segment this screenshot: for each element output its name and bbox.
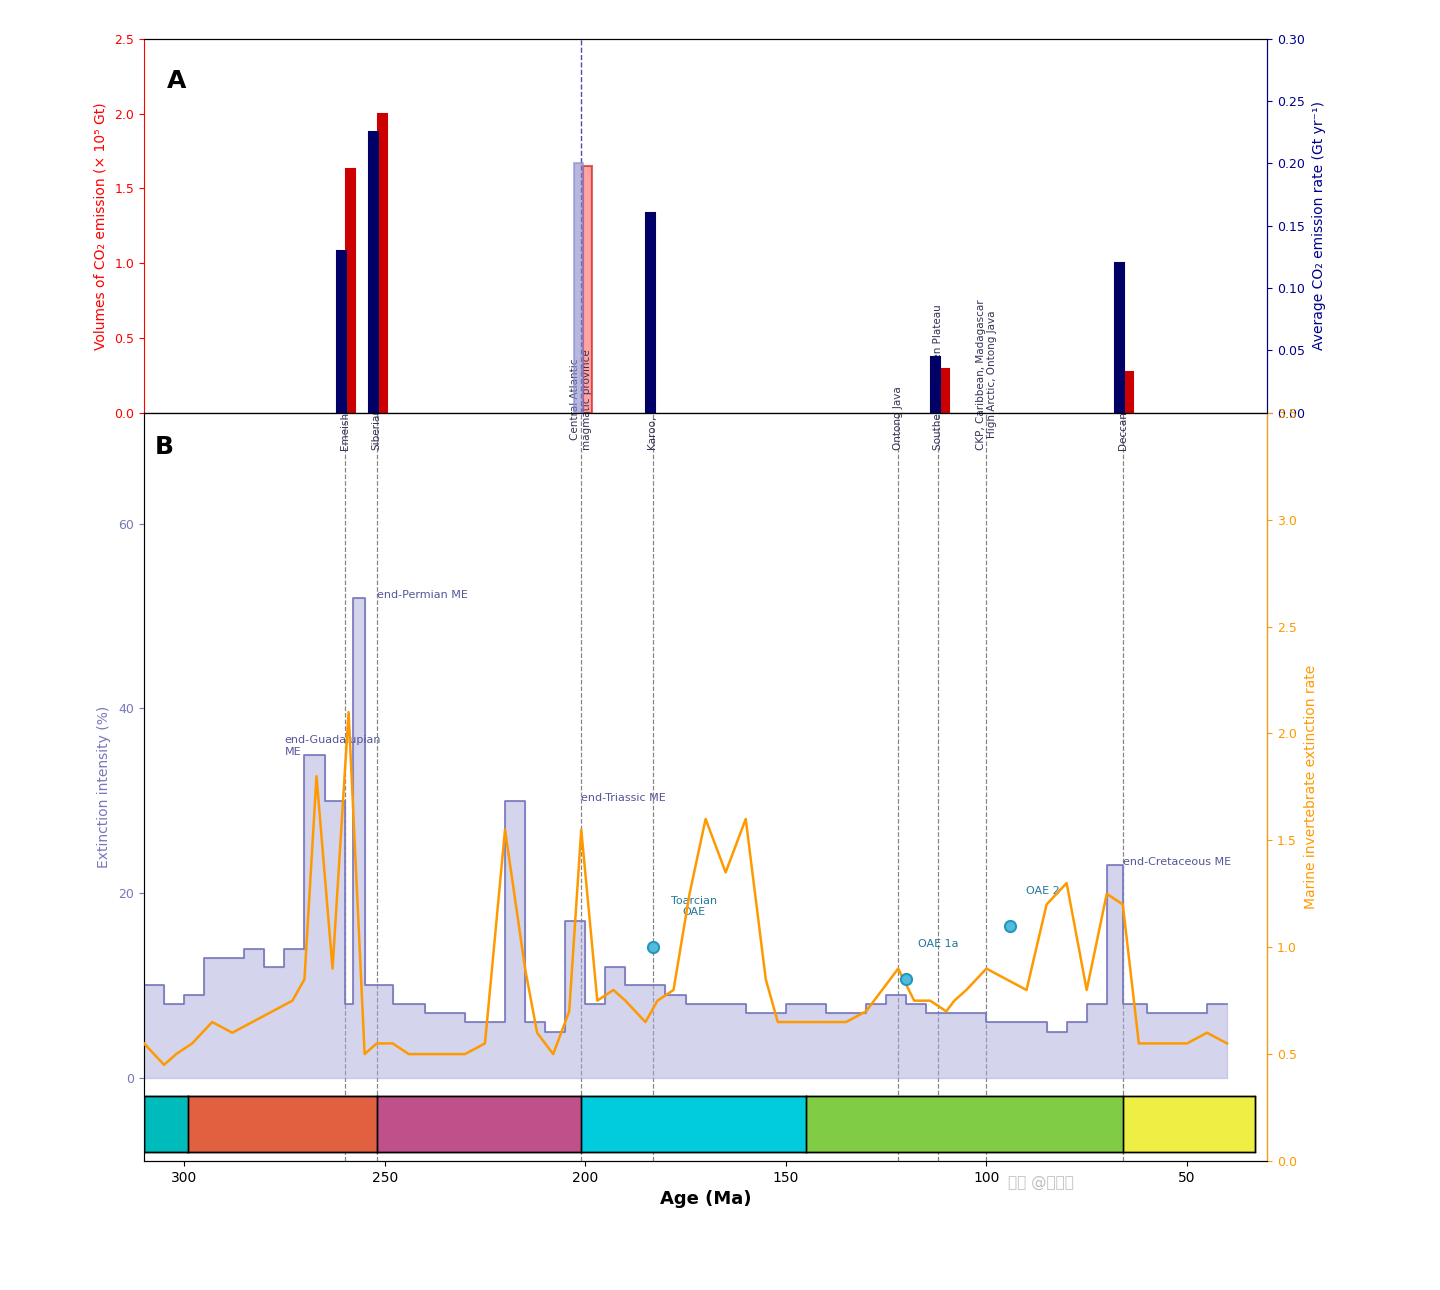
Bar <box>379 114 387 413</box>
X-axis label: Age (Ma): Age (Ma) <box>660 1191 752 1209</box>
Text: 知乎 @老牛头: 知乎 @老牛头 <box>1008 1175 1074 1189</box>
Text: Deccan: Deccan <box>1117 412 1128 450</box>
Bar <box>940 369 949 413</box>
Y-axis label: Extinction intensity (%): Extinction intensity (%) <box>98 706 111 868</box>
Bar <box>1115 263 1125 413</box>
Text: end-Permian ME: end-Permian ME <box>377 590 468 600</box>
Text: end-Cretaceous ME: end-Cretaceous ME <box>1123 858 1231 867</box>
Bar <box>1125 373 1133 413</box>
Text: B: B <box>156 435 174 459</box>
Y-axis label: Average CO₂ emission rate (Gt yr⁻¹): Average CO₂ emission rate (Gt yr⁻¹) <box>1312 101 1326 351</box>
Text: Toarcian
OAE: Toarcian OAE <box>671 895 717 917</box>
Bar <box>583 166 592 413</box>
Bar <box>573 164 583 413</box>
Text: Southern Kerguelen Plateau: Southern Kerguelen Plateau <box>933 304 943 450</box>
Bar <box>346 169 356 413</box>
Text: OAE 1a: OAE 1a <box>919 939 959 949</box>
Bar <box>369 132 379 413</box>
Text: end-Triassic ME: end-Triassic ME <box>582 793 665 802</box>
Text: Emeishan: Emeishan <box>340 399 350 450</box>
Text: Central Atlantic
magmatic province: Central Atlantic magmatic province <box>570 350 592 450</box>
Bar <box>930 357 940 413</box>
Bar <box>647 213 655 413</box>
Bar <box>337 250 346 413</box>
Text: A: A <box>167 68 186 93</box>
Y-axis label: Volumes of CO₂ emission (× 10⁵ Gt): Volumes of CO₂ emission (× 10⁵ Gt) <box>94 102 108 350</box>
Text: OAE 2: OAE 2 <box>1025 886 1060 895</box>
Text: Karoo, Ferrar: Karoo, Ferrar <box>648 382 658 450</box>
Text: Siberian: Siberian <box>372 406 382 450</box>
Y-axis label: Marine invertebrate extinction rate: Marine invertebrate extinction rate <box>1303 664 1318 909</box>
Text: end-Guadalupian
ME: end-Guadalupian ME <box>285 735 382 756</box>
Text: Ontong Java: Ontong Java <box>893 386 903 450</box>
Text: CKP, Caribbean, Madagascar
High Arctic, Ontong Java: CKP, Caribbean, Madagascar High Arctic, … <box>976 299 996 450</box>
